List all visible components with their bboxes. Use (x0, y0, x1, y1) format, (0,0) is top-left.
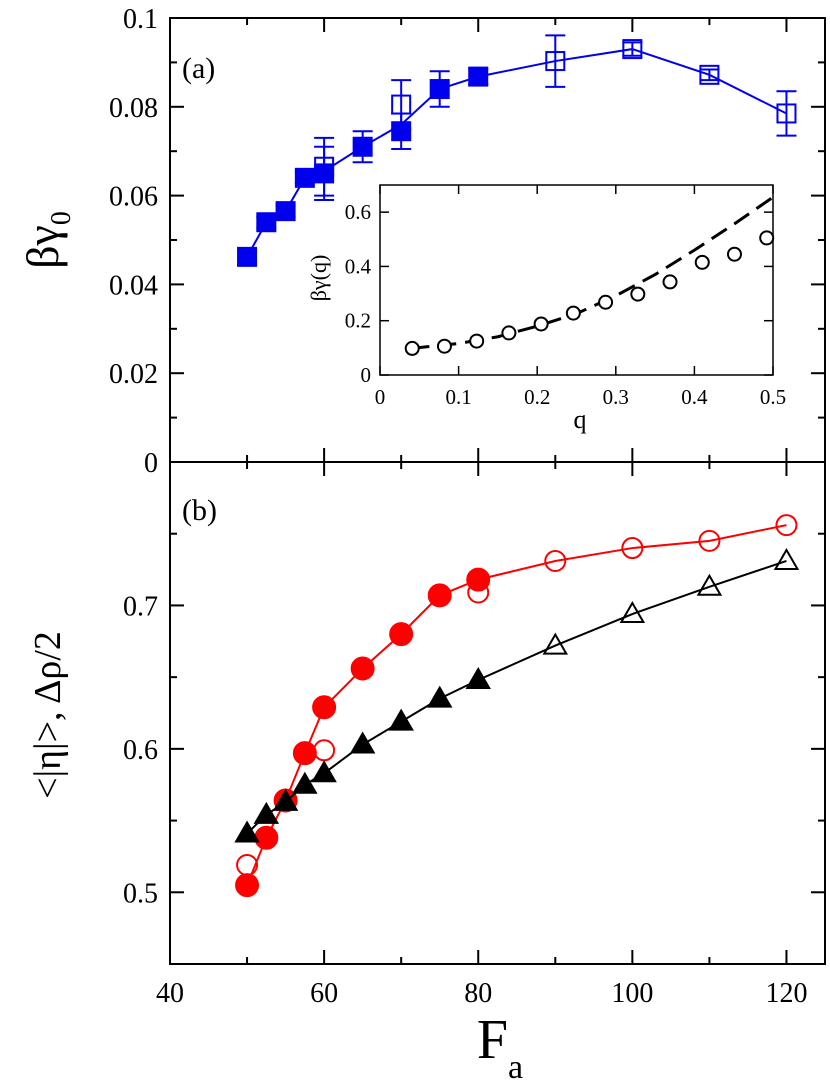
panel-a-data-marker (391, 94, 412, 115)
panel-a-data-marker (256, 212, 277, 233)
panel-b-x-tick-label: 40 (156, 978, 184, 1009)
inset-data-marker (694, 254, 710, 270)
inset-x-tick-label: 0.1 (445, 385, 471, 409)
panel-a-data-marker (429, 79, 450, 100)
inset-data-marker (726, 246, 742, 262)
panel-b-y-tick-label: 0.6 (123, 735, 158, 766)
inset-plot: 0 0.1 0.2 0.3 0.4 0.5 0 0.2 0.4 0.6 (345, 185, 786, 409)
panel-b-circle-marker (350, 656, 375, 681)
panel-b-triangle-marker (465, 667, 491, 690)
inset-data-marker (533, 316, 549, 332)
inset-data-marker (598, 294, 614, 310)
panel-a-data-marker (776, 103, 797, 124)
inset-y-tick-label: 0 (361, 363, 372, 387)
panel-b-triangle-marker (696, 573, 723, 596)
panel-b-triangle-marker (388, 708, 414, 731)
panel-b-circle-marker (775, 514, 798, 537)
inset-x-axis-title: q (574, 405, 587, 434)
inset-data-marker (630, 286, 646, 302)
panel-b-circle-marker (427, 583, 452, 608)
panel-b-triangle-marker (234, 820, 260, 843)
panel-b-triangle-marker (542, 632, 569, 655)
panel-b-triangle-marker (619, 601, 646, 624)
x-axis-title: Fa (477, 1009, 523, 1085)
panel-a-data-marker (545, 51, 566, 72)
panel-b-x-tick-label: 120 (765, 978, 807, 1009)
inset-data-marker (469, 333, 485, 349)
panel-b-circle-marker (236, 854, 259, 877)
panel-a-y-tick-label: 0.1 (123, 4, 158, 35)
inset-x-tick-label: 0.5 (760, 385, 786, 409)
panel-b-circle-marker (235, 873, 260, 898)
panel-a-y-tick-label: 0.02 (109, 359, 158, 390)
panel-a-y-axis-title: βγ0 (17, 211, 77, 269)
x-axis-title-sub: a (508, 1049, 523, 1085)
panel-a-y-tick-label: 0.08 (109, 93, 158, 124)
inset-data-marker (759, 230, 775, 246)
panel-b-circle-marker (312, 695, 337, 720)
panel-b-circle-marker (254, 825, 279, 850)
panel-a-y-tick-label: 0.04 (109, 270, 158, 301)
panel-b-x-tick-label: 60 (310, 978, 338, 1009)
panel-b-circle-marker (313, 739, 336, 762)
panel-a-data-marker (468, 66, 489, 87)
panel-a-data-marker (622, 39, 643, 60)
panel-b-triangle-marker (272, 788, 299, 811)
panel-b-triangle-marker (349, 731, 376, 754)
panel-a-y-axis-title-main: βγ (17, 225, 68, 269)
inset-y-tick-label: 0.2 (345, 309, 371, 333)
panel-b-triangle-marker (311, 760, 337, 783)
panel-b-plot: 0.5 0.6 0.7 40 60 80 100 120 (123, 462, 825, 1009)
inset-data-marker (436, 338, 452, 354)
inset-x-tick-label: 0 (375, 385, 386, 409)
panel-b-circle-marker (292, 741, 317, 766)
panel-b-label: (b) (182, 494, 217, 527)
panel-a-label: (a) (182, 52, 215, 85)
panel-a-y-axis-title-sub: 0 (46, 211, 77, 225)
panel-b-y-tick-label: 0.5 (123, 878, 158, 909)
panel-a-data-marker (352, 136, 373, 157)
panel-b-y-tick-label: 0.7 (123, 591, 158, 622)
panel-a-y-tick-label: 0 (144, 448, 158, 479)
panel-b-frame (169, 461, 826, 965)
inset-x-tick-label: 0.2 (524, 385, 550, 409)
inset-y-tick-label: 0.4 (345, 254, 372, 278)
inset-data-marker (662, 274, 678, 290)
panel-a-y-tick-label: 0.06 (109, 182, 158, 213)
panel-a-data-marker (294, 167, 315, 188)
x-axis-title-main: F (477, 1009, 508, 1071)
inset-y-tick-label: 0.6 (345, 200, 371, 224)
panel-b-circle-marker (698, 529, 721, 552)
panel-b-circle-marker (544, 549, 567, 572)
inset-data-marker (565, 305, 581, 321)
panel-b-triangle-marker (292, 771, 318, 794)
panel-a-plot: 0 0.02 0.04 0.06 0.08 0.1 (109, 4, 825, 479)
panel-b-x-tick-label: 100 (611, 978, 653, 1009)
inset-data-marker (404, 340, 420, 356)
panel-a-data-marker (314, 156, 335, 177)
inset-data-marker (501, 325, 517, 341)
panel-b-triangle-marker (773, 547, 800, 570)
panel-b-circle-marker (621, 537, 644, 560)
panel-b-circle-marker (389, 622, 414, 647)
panel-a-data-marker (699, 64, 720, 85)
panel-b-triangle-marker (426, 685, 453, 708)
panel-b-y-axis-title: <|η|>, Δρ/2 (27, 631, 69, 799)
inset-y-axis-title: βγ(q) (306, 255, 331, 302)
panel-b-x-tick-label: 80 (464, 978, 492, 1009)
panel-a-data-marker (237, 246, 258, 267)
inset-x-tick-label: 0.4 (681, 385, 708, 409)
inset-x-tick-label: 0.3 (603, 385, 629, 409)
panel-b-triangle-marker (253, 801, 280, 824)
panel-b-circle-marker (466, 567, 491, 592)
panel-a-data-marker (275, 201, 296, 222)
